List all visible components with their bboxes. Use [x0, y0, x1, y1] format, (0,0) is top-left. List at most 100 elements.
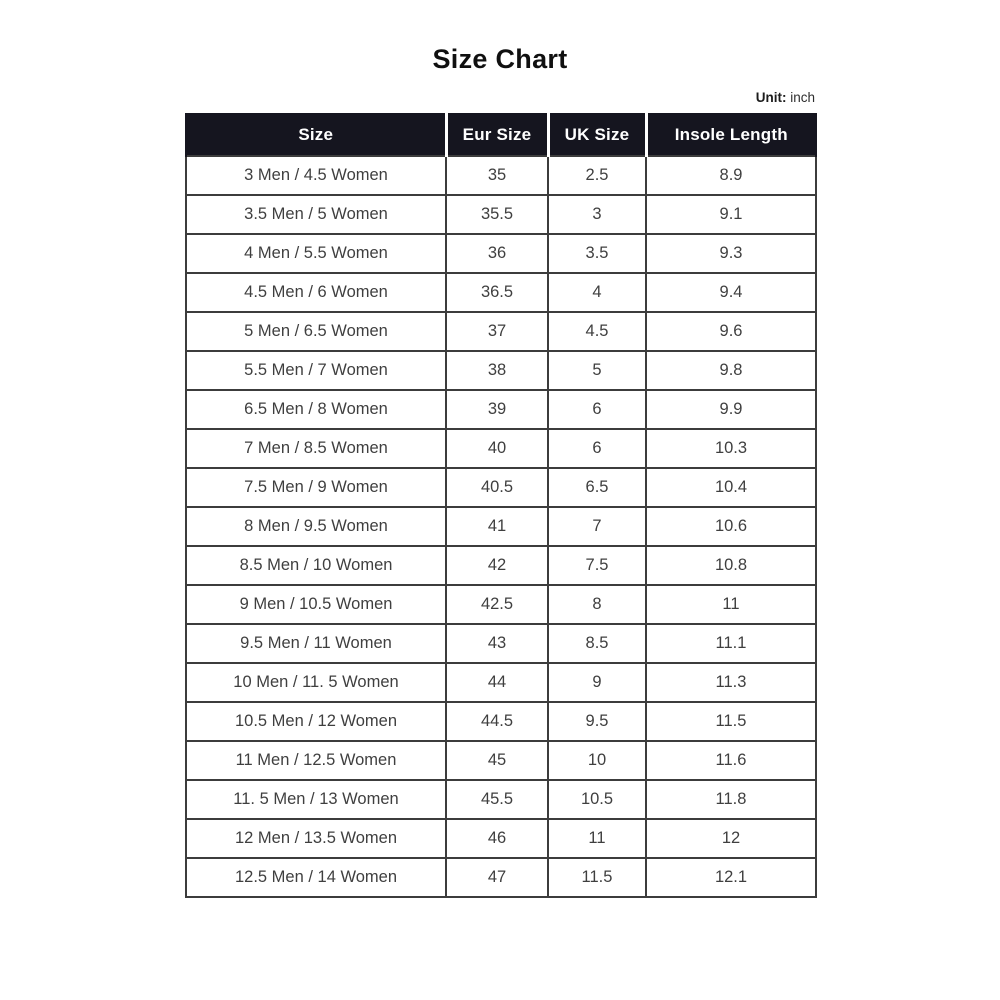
table-row: 12 Men / 13.5 Women 46 11 12 — [185, 818, 817, 859]
table-row: 10 Men / 11. 5 Women 44 9 11.3 — [185, 662, 817, 703]
cell-size: 10.5 Men / 12 Women — [185, 701, 447, 742]
cell-eur-size: 35.5 — [445, 194, 549, 235]
cell-size: 12 Men / 13.5 Women — [185, 818, 447, 859]
size-chart-container: Size Chart Unit: inch Size Eur Size UK S… — [185, 0, 817, 898]
table-row: 9 Men / 10.5 Women 42.5 8 11 — [185, 584, 817, 625]
cell-uk-size: 6 — [547, 389, 647, 430]
cell-uk-size: 7.5 — [547, 545, 647, 586]
header-eur-size: Eur Size — [444, 113, 549, 156]
cell-size: 4.5 Men / 6 Women — [185, 272, 447, 313]
cell-insole-length: 10.8 — [645, 545, 817, 586]
cell-uk-size: 11 — [547, 818, 647, 859]
cell-uk-size: 10.5 — [547, 779, 647, 820]
cell-size: 12.5 Men / 14 Women — [185, 857, 447, 898]
cell-uk-size: 10 — [547, 740, 647, 781]
header-uk-size: UK Size — [546, 113, 647, 156]
cell-eur-size: 43 — [445, 623, 549, 664]
cell-insole-length: 11 — [645, 584, 817, 625]
cell-eur-size: 45.5 — [445, 779, 549, 820]
cell-eur-size: 47 — [445, 857, 549, 898]
cell-size: 5 Men / 6.5 Women — [185, 311, 447, 352]
table-row: 7 Men / 8.5 Women 40 6 10.3 — [185, 428, 817, 469]
table-row: 5.5 Men / 7 Women 38 5 9.8 — [185, 350, 817, 391]
table-row: 12.5 Men / 14 Women 47 11.5 12.1 — [185, 857, 817, 898]
cell-insole-length: 9.1 — [645, 194, 817, 235]
cell-size: 5.5 Men / 7 Women — [185, 350, 447, 391]
cell-uk-size: 8.5 — [547, 623, 647, 664]
cell-uk-size: 9 — [547, 662, 647, 703]
table-row: 4 Men / 5.5 Women 36 3.5 9.3 — [185, 233, 817, 274]
cell-uk-size: 3 — [547, 194, 647, 235]
cell-eur-size: 37 — [445, 311, 549, 352]
table-header-row: Size Eur Size UK Size Insole Length — [185, 113, 817, 156]
cell-eur-size: 42.5 — [445, 584, 549, 625]
unit-value: inch — [790, 90, 815, 105]
cell-size: 7.5 Men / 9 Women — [185, 467, 447, 508]
cell-eur-size: 40.5 — [445, 467, 549, 508]
cell-insole-length: 9.6 — [645, 311, 817, 352]
cell-insole-length: 11.5 — [645, 701, 817, 742]
size-chart-table: Size Eur Size UK Size Insole Length 3 Me… — [185, 113, 817, 898]
table-row: 5 Men / 6.5 Women 37 4.5 9.6 — [185, 311, 817, 352]
cell-uk-size: 6 — [547, 428, 647, 469]
cell-insole-length: 10.3 — [645, 428, 817, 469]
cell-eur-size: 36 — [445, 233, 549, 274]
table-row: 3 Men / 4.5 Women 35 2.5 8.9 — [185, 155, 817, 196]
table-row: 9.5 Men / 11 Women 43 8.5 11.1 — [185, 623, 817, 664]
cell-eur-size: 39 — [445, 389, 549, 430]
header-size: Size — [185, 113, 447, 156]
table-row: 3.5 Men / 5 Women 35.5 3 9.1 — [185, 194, 817, 235]
cell-size: 10 Men / 11. 5 Women — [185, 662, 447, 703]
cell-insole-length: 11.8 — [645, 779, 817, 820]
cell-size: 3 Men / 4.5 Women — [185, 155, 447, 196]
page-title: Size Chart — [432, 44, 568, 74]
cell-insole-length: 9.4 — [645, 272, 817, 313]
cell-uk-size: 4 — [547, 272, 647, 313]
cell-uk-size: 8 — [547, 584, 647, 625]
cell-size: 6.5 Men / 8 Women — [185, 389, 447, 430]
table-header: Size Eur Size UK Size Insole Length — [185, 113, 817, 156]
cell-uk-size: 3.5 — [547, 233, 647, 274]
cell-uk-size: 2.5 — [547, 155, 647, 196]
cell-insole-length: 9.8 — [645, 350, 817, 391]
cell-uk-size: 11.5 — [547, 857, 647, 898]
cell-eur-size: 45 — [445, 740, 549, 781]
cell-eur-size: 40 — [445, 428, 549, 469]
cell-eur-size: 38 — [445, 350, 549, 391]
cell-eur-size: 41 — [445, 506, 549, 547]
cell-size: 8.5 Men / 10 Women — [185, 545, 447, 586]
cell-insole-length: 11.3 — [645, 662, 817, 703]
table-row: 7.5 Men / 9 Women 40.5 6.5 10.4 — [185, 467, 817, 508]
cell-eur-size: 44 — [445, 662, 549, 703]
cell-insole-length: 11.6 — [645, 740, 817, 781]
cell-size: 7 Men / 8.5 Women — [185, 428, 447, 469]
unit-label: Unit: — [755, 90, 787, 105]
cell-uk-size: 4.5 — [547, 311, 647, 352]
cell-insole-length: 9.3 — [645, 233, 817, 274]
cell-size: 11 Men / 12.5 Women — [185, 740, 447, 781]
table-row: 6.5 Men / 8 Women 39 6 9.9 — [185, 389, 817, 430]
cell-uk-size: 7 — [547, 506, 647, 547]
cell-eur-size: 44.5 — [445, 701, 549, 742]
table-row: 8.5 Men / 10 Women 42 7.5 10.8 — [185, 545, 817, 586]
table-row: 8 Men / 9.5 Women 41 7 10.6 — [185, 506, 817, 547]
cell-size: 9 Men / 10.5 Women — [185, 584, 447, 625]
table-row: 4.5 Men / 6 Women 36.5 4 9.4 — [185, 272, 817, 313]
cell-size: 11. 5 Men / 13 Women — [185, 779, 447, 820]
cell-insole-length: 12 — [645, 818, 817, 859]
cell-eur-size: 35 — [445, 155, 549, 196]
table-body: 3 Men / 4.5 Women 35 2.5 8.9 3.5 Men / 5 Wom… — [185, 155, 817, 898]
cell-size: 9.5 Men / 11 Women — [185, 623, 447, 664]
cell-insole-length: 11.1 — [645, 623, 817, 664]
table-row: 11. 5 Men / 13 Women 45.5 10.5 11.8 — [185, 779, 817, 820]
table-row: 11 Men / 12.5 Women 45 10 11.6 — [185, 740, 817, 781]
cell-uk-size: 6.5 — [547, 467, 647, 508]
cell-insole-length: 8.9 — [645, 155, 817, 196]
cell-uk-size: 5 — [547, 350, 647, 391]
cell-eur-size: 46 — [445, 818, 549, 859]
cell-eur-size: 36.5 — [445, 272, 549, 313]
cell-insole-length: 10.4 — [645, 467, 817, 508]
cell-insole-length: 12.1 — [645, 857, 817, 898]
cell-size: 4 Men / 5.5 Women — [185, 233, 447, 274]
cell-eur-size: 42 — [445, 545, 549, 586]
